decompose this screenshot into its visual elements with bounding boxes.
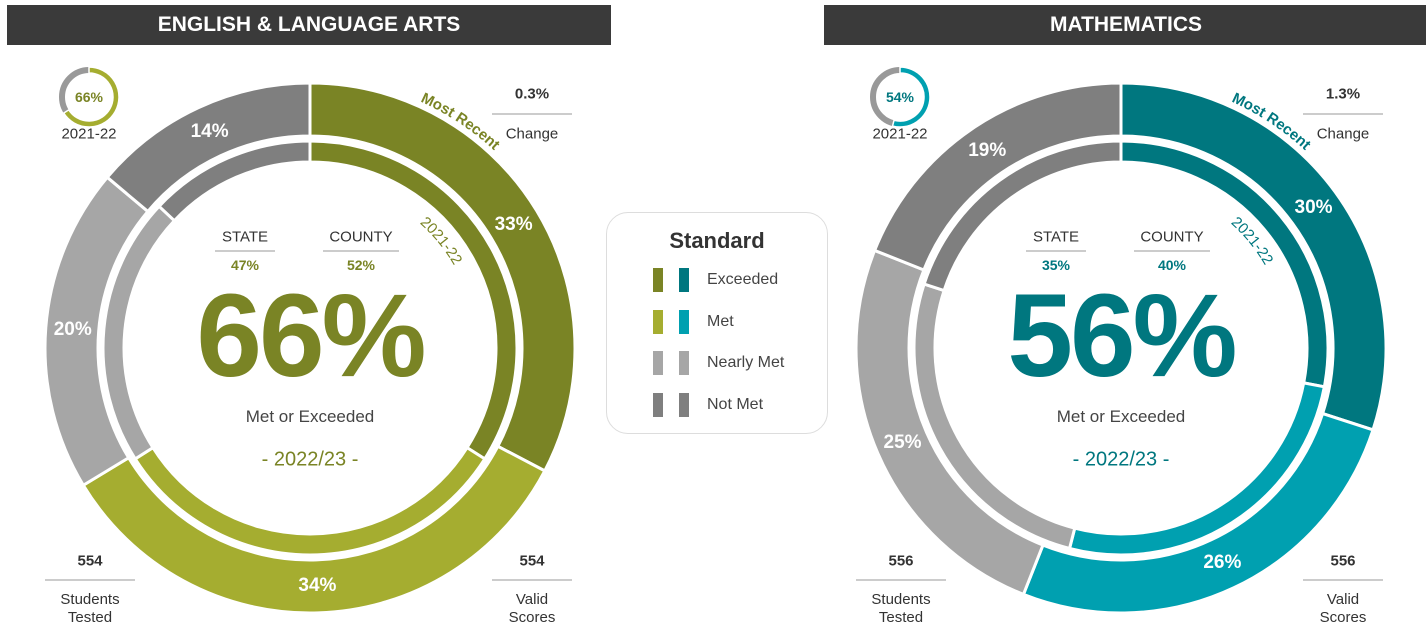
prior-value: 54%	[885, 89, 915, 105]
headline: 56%	[1007, 270, 1237, 402]
outer-segment	[1021, 411, 1375, 615]
section-header: ENGLISH & LANGUAGE ARTS	[7, 5, 611, 45]
students-tested-value: 554	[77, 552, 103, 570]
county-value: 40%	[1157, 257, 1187, 273]
state-name: STATE	[221, 228, 269, 246]
county-value: 52%	[346, 257, 376, 273]
segment-label: 20%	[53, 318, 92, 340]
period: - 2022/23 -	[261, 448, 359, 471]
segment-label: 25%	[883, 431, 922, 453]
segment-label: 14%	[190, 121, 229, 143]
headline: 66%	[196, 270, 426, 402]
outer-segment	[308, 81, 577, 473]
legend-swatch	[679, 268, 689, 292]
legend-swatch	[653, 351, 663, 375]
students-tested-label: Students Tested	[60, 591, 120, 626]
headline-caption: Met or Exceeded	[1056, 407, 1186, 426]
period: - 2022/23 -	[1072, 448, 1170, 471]
segment-label: 34%	[298, 574, 337, 596]
valid-scores-value: 554	[519, 552, 545, 570]
prior-value: 66%	[74, 89, 104, 105]
legend-swatch	[679, 309, 689, 334]
legend-item: Not Met	[707, 395, 764, 413]
legend-item: Exceeded	[707, 271, 779, 288]
outer-segment	[872, 81, 1123, 272]
legend-swatch	[679, 392, 689, 417]
county-name: COUNTY	[329, 228, 393, 246]
legend-swatch	[653, 309, 663, 334]
prior-label: 2021-22	[61, 125, 117, 143]
inner-segment	[922, 139, 1123, 293]
segment-label: 33%	[494, 213, 533, 235]
legend-swatch	[679, 351, 689, 375]
valid-scores-label: Valid Scores	[508, 591, 556, 626]
county-name: COUNTY	[1140, 228, 1204, 246]
change-value: 0.3%	[514, 85, 550, 103]
state-name: STATE	[1032, 228, 1080, 246]
prior-arc	[62, 66, 120, 128]
legend-item: Met	[707, 312, 734, 330]
segment-label: 30%	[1294, 197, 1333, 219]
state-value: 35%	[1041, 257, 1071, 273]
change-value: 1.3%	[1325, 85, 1361, 103]
students-tested-value: 556	[888, 552, 914, 570]
outer-segment	[81, 444, 547, 615]
valid-scores-label: Valid Scores	[1319, 591, 1367, 626]
change-label: Change	[505, 125, 559, 143]
segment-label: 26%	[1203, 552, 1242, 574]
valid-scores-value: 556	[1330, 552, 1356, 570]
headline-caption: Met or Exceeded	[245, 407, 375, 426]
segment-label: 19%	[968, 140, 1007, 162]
state-value: 47%	[230, 257, 260, 273]
legend-swatch	[653, 392, 663, 417]
prior-label: 2021-22	[872, 125, 928, 143]
legend-title: Standard	[669, 228, 765, 253]
students-tested-label: Students Tested	[871, 591, 931, 626]
change-label: Change	[1316, 125, 1370, 143]
legend-item: Nearly Met	[707, 354, 785, 371]
legend-swatch	[653, 268, 663, 292]
prior-arc	[891, 66, 931, 128]
inner-segment	[156, 139, 312, 223]
outer-segment	[105, 81, 312, 214]
section-header: MATHEMATICS	[824, 5, 1426, 45]
legend: Standard Exceeded Met Nearly Met Not Met	[606, 212, 828, 434]
